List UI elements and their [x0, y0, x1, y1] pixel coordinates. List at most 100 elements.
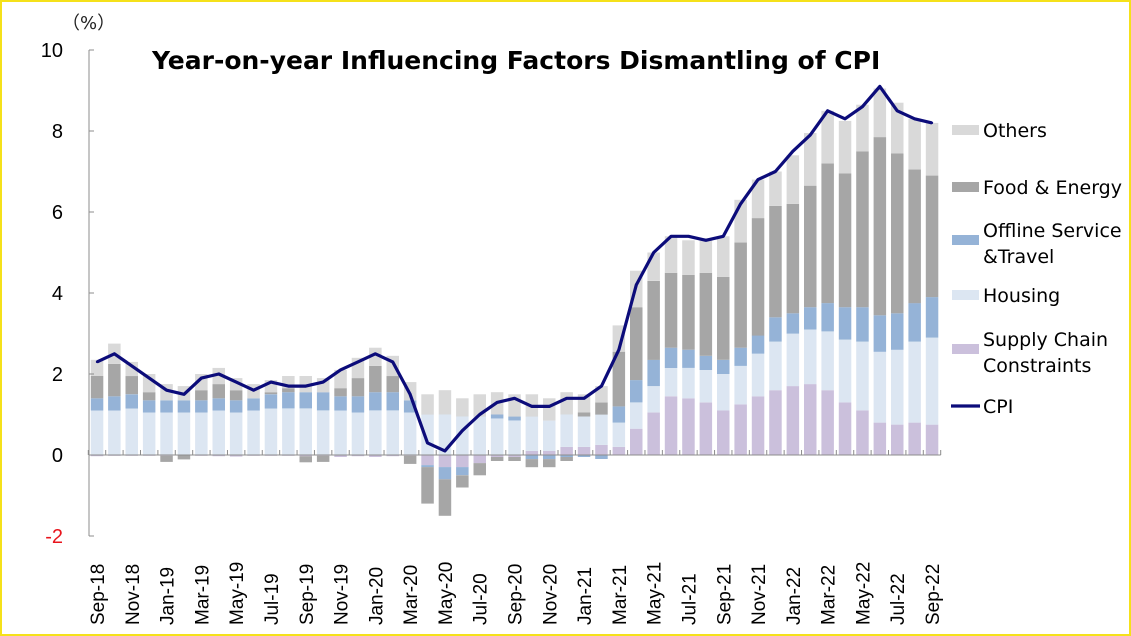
bar-offline-service-travel-sep-18	[90, 398, 104, 411]
bar-food-energy-mar-22	[821, 163, 834, 304]
cpi-point-oct-20	[530, 405, 534, 408]
bar-supply-chain-constraints-sep-21	[717, 410, 730, 455]
bar-housing-jul-19	[264, 408, 278, 455]
bar-supply-chain-constraints-may-22	[856, 410, 869, 455]
x-tick-label: May-21	[645, 562, 666, 625]
bar-housing-aug-21	[699, 369, 713, 403]
bar-food-energy-jul-19	[264, 392, 278, 395]
bar-supply-chain-constraints-sep-18	[90, 455, 104, 457]
bar-supply-chain-constraints-oct-20	[525, 450, 539, 455]
cpi-point-sep-20	[513, 397, 516, 400]
bar-supply-chain-constraints-jul-22	[891, 424, 904, 455]
bar-offline-service-travel-feb-19	[177, 400, 191, 413]
bar-food-energy-dec-21	[769, 205, 782, 318]
bar-offline-service-travel-oct-18	[108, 396, 121, 411]
cpi-point-jun-22	[878, 85, 881, 88]
x-tick-label: Nov-19	[332, 564, 353, 625]
bar-food-energy-mar-21	[612, 351, 626, 407]
bar-offline-service-travel-jul-22	[891, 313, 904, 350]
x-tick-label: Mar-20	[401, 565, 422, 625]
legend-item-cpi: CPI	[951, 396, 1013, 418]
bar-food-energy-dec-19	[351, 378, 365, 397]
legend-item-housing: Housing	[952, 285, 1060, 307]
bar-others-jan-22	[786, 155, 800, 204]
bar-supply-chain-constraints-jun-22	[873, 422, 887, 455]
legend-label: Supply Chain	[983, 329, 1108, 351]
cpi-point-jul-22	[896, 109, 899, 113]
bar-housing-jun-22	[873, 351, 887, 423]
bar-supply-chain-constraints-sep-22	[925, 424, 939, 455]
bar-supply-chain-constraints-aug-20	[490, 455, 504, 457]
bar-food-energy-dec-18	[142, 392, 156, 401]
x-tick-label: Nov-21	[749, 564, 770, 625]
bar-others-sep-21	[717, 236, 730, 277]
bar-offline-service-travel-jul-19	[264, 394, 278, 409]
bar-supply-chain-constraints-aug-22	[908, 422, 921, 455]
bar-offline-service-travel-may-20	[438, 467, 452, 480]
x-tick-label: Sep-18	[88, 564, 109, 625]
bar-offline-service-travel-mar-21	[612, 406, 626, 423]
bar-others-feb-22	[804, 133, 817, 186]
bar-housing-oct-19	[316, 410, 330, 455]
legend-label: Offline Service	[983, 220, 1122, 242]
cpi-point-may-19	[235, 380, 238, 384]
cpi-point-sep-22	[930, 121, 934, 125]
bar-supply-chain-constraints-apr-20	[421, 455, 434, 466]
bar-supply-chain-constraints-jan-21	[577, 446, 591, 455]
x-tick-label: Nov-18	[123, 564, 144, 625]
cpi-point-jun-21	[669, 235, 673, 238]
bar-food-energy-nov-21	[751, 218, 765, 336]
bar-food-energy-feb-19	[177, 455, 191, 460]
bar-housing-jun-19	[247, 410, 260, 455]
bar-others-may-21	[647, 252, 660, 281]
bar-offline-service-travel-aug-20	[490, 414, 504, 419]
bar-housing-feb-22	[804, 329, 817, 385]
cpi-point-jun-20	[461, 429, 464, 432]
bar-food-energy-nov-20	[543, 459, 556, 468]
bar-offline-service-travel-sep-20	[508, 416, 521, 421]
bar-offline-service-travel-dec-21	[769, 317, 782, 342]
bar-housing-mar-22	[821, 331, 834, 391]
bar-food-energy-jun-20	[456, 475, 469, 488]
bar-housing-dec-21	[769, 341, 782, 391]
bar-housing-nov-21	[751, 353, 765, 397]
bar-supply-chain-constraints-sep-20	[508, 455, 521, 457]
bars-layer	[90, 88, 939, 516]
cpi-point-dec-21	[774, 170, 777, 173]
cpi-point-nov-19	[339, 368, 342, 372]
bar-others-nov-19	[334, 369, 347, 389]
legend-label: Others	[983, 120, 1047, 142]
bar-food-energy-oct-19	[316, 455, 330, 462]
bar-housing-jul-20	[473, 416, 486, 455]
cpi-point-dec-18	[148, 376, 151, 380]
bar-food-energy-aug-19	[282, 388, 295, 393]
cpi-point-oct-21	[739, 202, 742, 206]
bar-housing-aug-22	[908, 341, 921, 423]
cpi-point-may-20	[443, 449, 447, 453]
cpi-point-aug-19	[287, 384, 290, 388]
bar-others-jan-20	[369, 347, 382, 366]
legend-label: CPI	[983, 396, 1013, 418]
bar-supply-chain-constraints-dec-19	[351, 455, 365, 457]
bar-housing-oct-20	[525, 416, 539, 451]
bar-food-energy-jun-22	[873, 137, 887, 316]
bar-supply-chain-constraints-dec-21	[769, 390, 782, 455]
cpi-point-feb-22	[809, 133, 812, 137]
cpi-point-sep-21	[722, 235, 725, 238]
x-tick-labels: Sep-18 Nov-18 Jan-19 Mar-19 May-19 Jul-19 Sep-…	[88, 562, 944, 625]
bar-housing-sep-18	[90, 410, 104, 455]
bar-offline-service-travel-apr-19	[212, 398, 225, 411]
bar-offline-service-travel-oct-21	[734, 347, 747, 366]
cpi-point-sep-18	[95, 360, 99, 364]
bar-housing-jul-22	[891, 349, 904, 425]
bar-supply-chain-constraints-nov-21	[751, 396, 765, 455]
bar-supply-chain-constraints-jan-20	[369, 455, 382, 457]
bar-others-sep-18	[90, 359, 104, 376]
bar-housing-sep-21	[717, 374, 730, 411]
y-tick-label: 0	[52, 445, 63, 467]
bar-offline-service-travel-aug-21	[699, 355, 713, 370]
bar-food-energy-jan-21	[577, 412, 591, 417]
bar-food-energy-may-20	[438, 479, 452, 516]
x-tick-label: May-22	[853, 562, 874, 625]
bar-supply-chain-constraints-aug-21	[699, 402, 713, 455]
